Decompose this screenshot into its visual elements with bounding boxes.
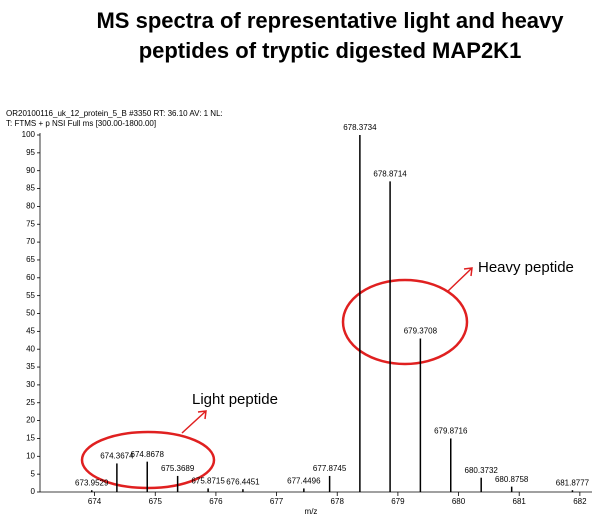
x-tick-label: 678 <box>331 497 345 506</box>
x-tick-label: 676 <box>209 497 223 506</box>
y-tick-label: 40 <box>26 344 35 353</box>
x-tick-label: 677 <box>270 497 284 506</box>
y-tick-label: 55 <box>26 291 35 300</box>
y-tick-label: 70 <box>26 237 35 246</box>
chart-title: MS spectra of representative light and h… <box>96 8 564 33</box>
peak-label: 678.8714 <box>373 170 407 179</box>
y-tick-label: 95 <box>26 148 35 157</box>
y-tick-label: 100 <box>22 130 36 139</box>
y-tick-label: 35 <box>26 362 35 371</box>
y-tick-label: 85 <box>26 184 35 193</box>
peak-label: 677.8745 <box>313 464 347 473</box>
peak-label: 675.8715 <box>191 477 225 486</box>
peak-label: 681.8777 <box>556 478 590 487</box>
y-tick-label: 90 <box>26 166 35 175</box>
y-tick-label: 80 <box>26 202 35 211</box>
x-tick-label: 679 <box>391 497 405 506</box>
annotation: Light peptide <box>192 391 278 408</box>
x-tick-label: 680 <box>452 497 466 506</box>
y-tick-label: 60 <box>26 273 35 282</box>
y-tick-label: 10 <box>26 451 35 460</box>
y-tick-label: 20 <box>26 416 35 425</box>
heavy-ellipse <box>341 278 469 366</box>
annotation: Heavy peptide <box>478 259 574 276</box>
peak-label: 673.9529 <box>75 478 109 487</box>
peak-label: 676.4451 <box>226 477 260 486</box>
y-tick-label: 25 <box>26 398 35 407</box>
y-tick-label: 0 <box>31 487 36 496</box>
peak-label: 675.3689 <box>161 464 195 473</box>
peak-label: 674.3674 <box>100 452 134 461</box>
peak-label: 678.3734 <box>343 123 377 132</box>
header-line: T: FTMS + p NSI Full ms [300.00-1800.00] <box>6 119 156 128</box>
light-ellipse <box>80 430 216 490</box>
y-tick-label: 65 <box>26 255 35 264</box>
peak-label: 679.3708 <box>404 327 438 336</box>
peak-label: 680.8758 <box>495 475 529 484</box>
x-tick-label: 675 <box>149 497 163 506</box>
x-tick-label: 682 <box>573 497 587 506</box>
x-axis-label: m/z <box>305 507 318 516</box>
x-tick-label: 674 <box>88 497 102 506</box>
peak-label: 679.8716 <box>434 427 468 436</box>
chart-subtitle: peptides of tryptic digested MAP2K1 <box>139 38 522 63</box>
peak-label: 677.4496 <box>287 477 321 486</box>
header-line: OR20100116_uk_12_protein_5_B #3350 RT: 3… <box>6 109 223 118</box>
arrows <box>181 267 473 434</box>
y-tick-label: 50 <box>26 309 35 318</box>
y-tick-label: 75 <box>26 219 35 228</box>
y-tick-label: 30 <box>26 380 35 389</box>
peak-label: 674.8678 <box>131 450 165 459</box>
y-tick-label: 5 <box>31 469 36 478</box>
peak-label: 680.3732 <box>465 466 499 475</box>
y-tick-label: 15 <box>26 434 35 443</box>
y-tick-label: 45 <box>26 326 35 335</box>
x-tick-label: 681 <box>513 497 527 506</box>
